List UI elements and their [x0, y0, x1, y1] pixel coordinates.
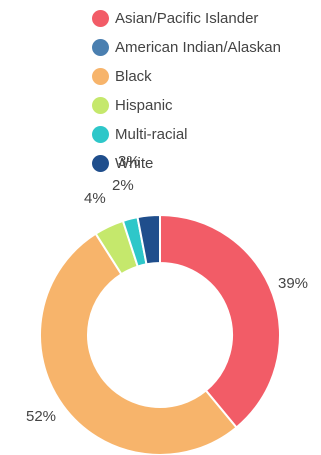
legend-label: White — [115, 155, 154, 172]
chart-legend: Asian/Pacific Islander American Indian/Al… — [92, 4, 281, 178]
legend-item[interactable]: American Indian/Alaskan — [92, 33, 281, 62]
donut-slice[interactable] — [39, 232, 238, 455]
legend-swatch — [92, 126, 109, 143]
legend-label: American Indian/Alaskan — [115, 39, 281, 56]
legend-swatch — [92, 39, 109, 56]
legend-swatch — [92, 155, 109, 172]
legend-item[interactable]: White — [92, 149, 281, 178]
slice-label: 39% — [278, 275, 308, 292]
legend-item[interactable]: Asian/Pacific Islander — [92, 4, 281, 33]
legend-label: Hispanic — [115, 97, 173, 114]
legend-swatch — [92, 68, 109, 85]
slice-label: 3% — [118, 153, 140, 170]
legend-swatch — [92, 97, 109, 114]
legend-item[interactable]: Hispanic — [92, 91, 281, 120]
slice-label: 52% — [26, 408, 56, 425]
slice-label: 4% — [84, 190, 106, 207]
legend-item[interactable]: Black — [92, 62, 281, 91]
donut-slice[interactable] — [136, 213, 161, 266]
donut-slice[interactable] — [159, 213, 281, 429]
legend-item[interactable]: Multi-racial — [92, 120, 281, 149]
legend-label: Multi-racial — [115, 126, 188, 143]
legend-label: Asian/Pacific Islander — [115, 10, 259, 27]
slice-label: 2% — [112, 177, 134, 194]
legend-swatch — [92, 10, 109, 27]
legend-label: Black — [115, 68, 152, 85]
